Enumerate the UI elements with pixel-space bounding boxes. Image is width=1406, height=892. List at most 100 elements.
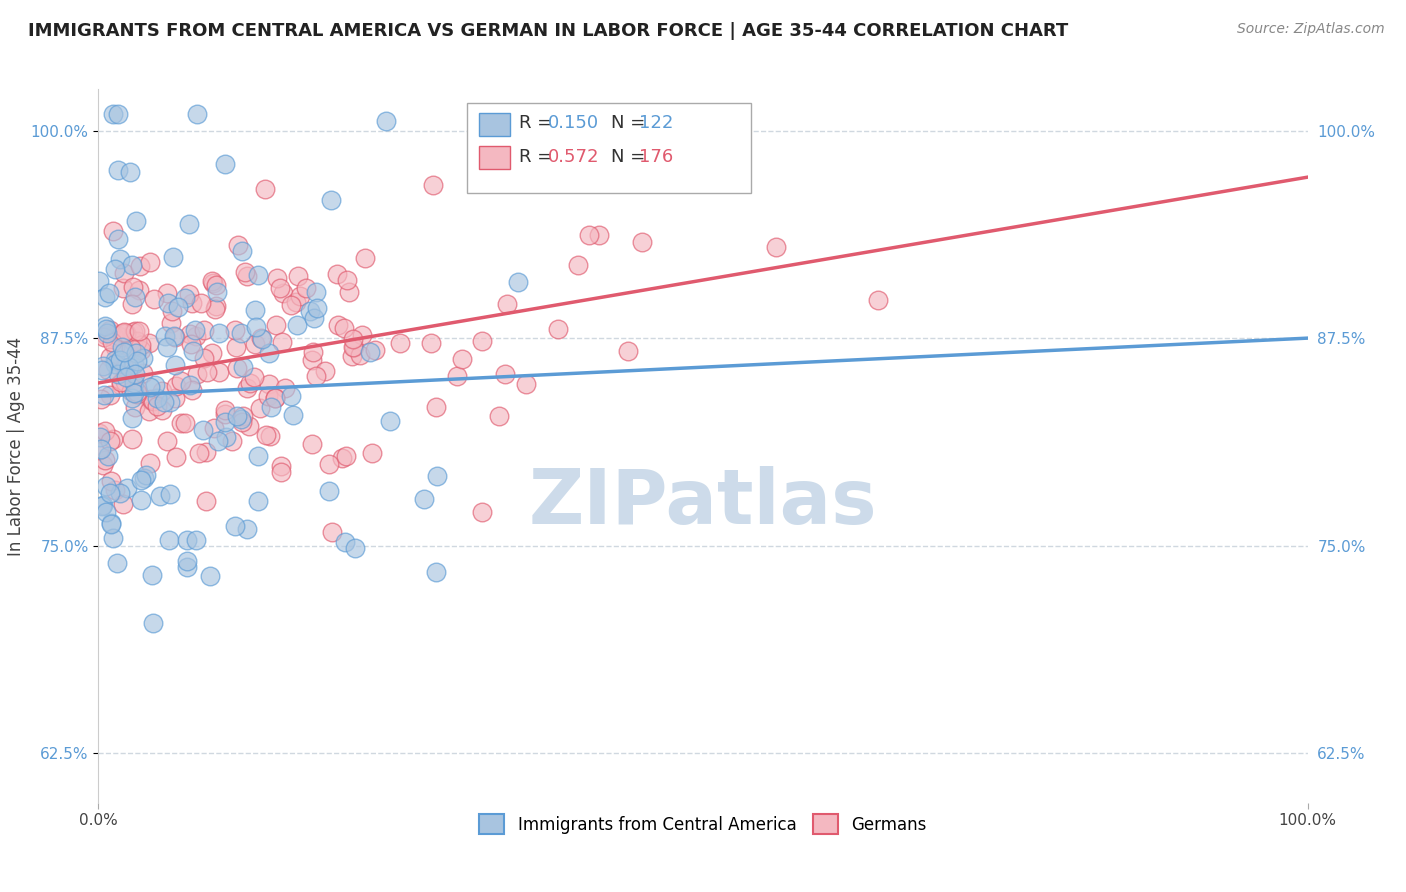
Point (165, 450, 187, 465)
Point (204, 301, 226, 316)
Point (97, 362, 120, 376)
Point (127, 381, 149, 395)
Point (139, 255, 162, 269)
Point (184, 328, 207, 343)
Point (451, 352, 474, 367)
Point (352, 328, 374, 343)
Point (285, 294, 308, 309)
Point (259, 429, 281, 443)
Point (274, 381, 297, 395)
Point (342, 340, 364, 354)
Point (149, 489, 172, 503)
Point (247, 493, 270, 508)
Point (127, 334, 149, 348)
Point (195, 365, 218, 379)
Point (138, 392, 160, 407)
Point (471, 334, 494, 348)
Point (108, 252, 131, 266)
Point (236, 522, 259, 536)
Point (176, 533, 198, 547)
Point (90, 499, 112, 513)
Point (104, 340, 127, 354)
Point (588, 228, 610, 243)
Point (181, 295, 204, 310)
Point (176, 554, 198, 568)
Point (121, 391, 143, 405)
Point (153, 394, 176, 409)
Text: N =: N = (612, 114, 651, 132)
Point (868, 293, 890, 307)
Point (121, 432, 143, 446)
Point (195, 493, 218, 508)
Point (221, 434, 243, 449)
Point (104, 353, 127, 368)
Point (91, 498, 114, 512)
Point (260, 400, 283, 414)
FancyBboxPatch shape (479, 112, 509, 136)
Point (114, 376, 136, 390)
Point (305, 369, 328, 384)
Point (225, 340, 247, 354)
Point (91, 359, 114, 373)
Point (100, 516, 122, 531)
Point (290, 289, 312, 303)
Point (250, 332, 273, 346)
Point (91, 458, 114, 473)
Point (231, 244, 253, 258)
Point (125, 346, 148, 360)
Point (129, 343, 152, 357)
Point (121, 258, 143, 272)
Point (186, 367, 208, 381)
Point (159, 487, 181, 501)
Point (243, 303, 266, 318)
Text: R =: R = (519, 148, 558, 166)
Point (150, 402, 173, 417)
Point (111, 497, 134, 511)
Point (167, 300, 190, 314)
Point (174, 416, 197, 430)
Point (204, 299, 226, 313)
Point (232, 409, 254, 423)
Point (163, 359, 186, 373)
Point (108, 352, 131, 367)
Point (112, 266, 135, 280)
Point (273, 286, 295, 301)
Point (425, 401, 447, 415)
Point (108, 329, 131, 343)
Point (301, 353, 323, 368)
Point (336, 272, 359, 286)
Point (120, 165, 142, 179)
Point (247, 449, 270, 463)
Point (446, 369, 468, 384)
Point (193, 423, 215, 437)
Point (181, 343, 204, 358)
Point (98, 434, 121, 448)
Point (90, 363, 112, 377)
FancyBboxPatch shape (479, 146, 509, 169)
Point (257, 377, 280, 392)
FancyBboxPatch shape (467, 103, 751, 193)
Point (98, 486, 121, 500)
Point (330, 451, 353, 466)
Point (104, 262, 127, 277)
Point (143, 378, 166, 392)
Point (90, 442, 112, 457)
Point (301, 436, 323, 450)
Point (202, 421, 225, 435)
Point (190, 296, 212, 310)
Text: ZIPatlas: ZIPatlas (529, 467, 877, 540)
Point (110, 340, 132, 354)
Point (128, 283, 150, 297)
Point (180, 337, 202, 351)
Point (118, 359, 141, 374)
Point (214, 156, 236, 170)
Point (335, 449, 357, 463)
Legend: Immigrants from Central America, Germans: Immigrants from Central America, Germans (472, 807, 934, 841)
Point (107, 368, 129, 382)
Point (246, 268, 269, 282)
Point (631, 235, 654, 250)
Point (153, 329, 176, 343)
Point (132, 471, 155, 485)
Point (163, 330, 186, 344)
Point (318, 457, 340, 471)
